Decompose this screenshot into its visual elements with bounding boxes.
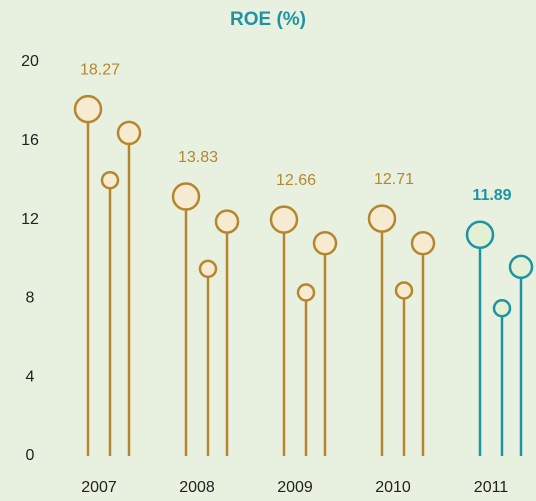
dot [171,182,201,211]
dot [100,170,120,190]
chart-title: ROE (%) [230,9,306,30]
y-tick-label: 8 [26,290,35,307]
y-tick-label: 16 [21,132,39,149]
x-tick-label: 2011 [474,479,509,496]
dot [492,299,512,318]
y-tick-label: 0 [26,447,35,464]
data-label: 12.71 [374,171,414,188]
x-tick-label: 2010 [375,479,411,496]
y-tick-label: 12 [21,211,39,228]
x-tick-label: 2008 [179,479,215,496]
dot [508,254,534,280]
dot [198,259,218,279]
data-label: 12.66 [276,172,316,189]
dot [296,283,316,302]
dot [269,205,299,234]
y-tick-label: 20 [21,53,39,70]
dot [116,120,142,146]
dot [410,230,436,256]
dot [394,281,414,300]
dot [312,230,338,256]
data-label: 18.27 [80,61,120,78]
dot [73,94,103,124]
x-tick-label: 2007 [81,479,117,496]
dot [465,220,495,250]
dot [214,209,240,234]
data-label: 11.89 [472,187,511,204]
y-tick-label: 4 [26,368,35,385]
data-label: 13.83 [178,149,218,166]
dot [367,204,397,233]
x-tick-label: 2009 [277,479,313,496]
